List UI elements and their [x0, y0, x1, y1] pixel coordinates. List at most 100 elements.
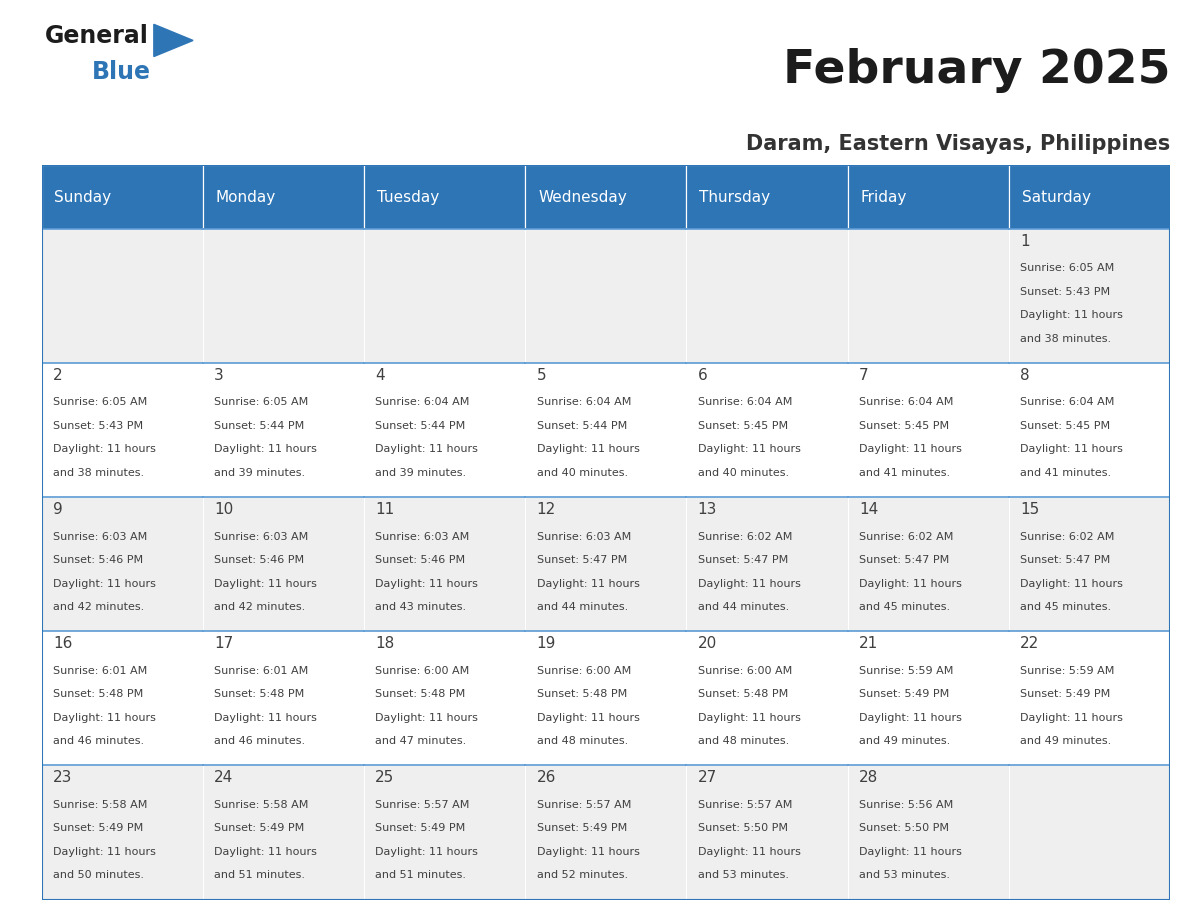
Text: and 51 minutes.: and 51 minutes.	[214, 870, 305, 880]
Bar	[687, 229, 848, 363]
Bar	[364, 632, 525, 766]
Text: 20: 20	[697, 636, 718, 651]
Text: Daylight: 11 hours: Daylight: 11 hours	[375, 846, 479, 856]
Text: 11: 11	[375, 502, 394, 517]
Bar	[525, 165, 687, 229]
Text: and 46 minutes.: and 46 minutes.	[53, 736, 144, 746]
Text: 15: 15	[1020, 502, 1040, 517]
Text: Sunset: 5:48 PM: Sunset: 5:48 PM	[375, 689, 466, 700]
Text: Daylight: 11 hours: Daylight: 11 hours	[375, 578, 479, 588]
Text: Sunrise: 5:57 AM: Sunrise: 5:57 AM	[697, 800, 792, 810]
Text: Sunset: 5:45 PM: Sunset: 5:45 PM	[697, 421, 788, 431]
Bar	[525, 498, 687, 632]
Text: Sunset: 5:46 PM: Sunset: 5:46 PM	[214, 555, 304, 565]
Text: 18: 18	[375, 636, 394, 651]
Text: Sunrise: 5:58 AM: Sunrise: 5:58 AM	[214, 800, 309, 810]
Text: Sunset: 5:44 PM: Sunset: 5:44 PM	[214, 421, 304, 431]
Text: 26: 26	[537, 770, 556, 786]
Bar	[848, 766, 1009, 900]
Text: Sunset: 5:46 PM: Sunset: 5:46 PM	[375, 555, 466, 565]
Text: and 51 minutes.: and 51 minutes.	[375, 870, 467, 880]
Text: Daylight: 11 hours: Daylight: 11 hours	[537, 444, 639, 454]
Text: Sunrise: 5:59 AM: Sunrise: 5:59 AM	[1020, 666, 1114, 676]
Text: Sunset: 5:43 PM: Sunset: 5:43 PM	[53, 421, 143, 431]
Bar	[848, 632, 1009, 766]
Bar	[1009, 632, 1170, 766]
Text: 8: 8	[1020, 368, 1030, 383]
Text: Daylight: 11 hours: Daylight: 11 hours	[375, 444, 479, 454]
Text: 5: 5	[537, 368, 546, 383]
Text: Sunrise: 6:03 AM: Sunrise: 6:03 AM	[53, 532, 147, 542]
Bar	[42, 632, 203, 766]
Text: 25: 25	[375, 770, 394, 786]
Text: and 38 minutes.: and 38 minutes.	[1020, 334, 1111, 343]
Text: and 48 minutes.: and 48 minutes.	[697, 736, 789, 746]
Text: and 52 minutes.: and 52 minutes.	[537, 870, 627, 880]
Text: Sunrise: 6:03 AM: Sunrise: 6:03 AM	[537, 532, 631, 542]
Text: and 39 minutes.: and 39 minutes.	[375, 468, 467, 478]
Text: 28: 28	[859, 770, 878, 786]
Text: 24: 24	[214, 770, 233, 786]
Bar	[687, 766, 848, 900]
Text: 17: 17	[214, 636, 233, 651]
Text: 10: 10	[214, 502, 233, 517]
Text: Daylight: 11 hours: Daylight: 11 hours	[859, 444, 962, 454]
Text: and 38 minutes.: and 38 minutes.	[53, 468, 144, 478]
Text: Daylight: 11 hours: Daylight: 11 hours	[697, 846, 801, 856]
Text: Sunset: 5:48 PM: Sunset: 5:48 PM	[214, 689, 304, 700]
Bar	[525, 766, 687, 900]
Bar	[1009, 229, 1170, 363]
Text: Sunset: 5:45 PM: Sunset: 5:45 PM	[1020, 421, 1111, 431]
Text: Sunrise: 5:58 AM: Sunrise: 5:58 AM	[53, 800, 147, 810]
Text: Daylight: 11 hours: Daylight: 11 hours	[1020, 578, 1123, 588]
Bar	[848, 229, 1009, 363]
Bar	[203, 363, 364, 498]
Text: Daylight: 11 hours: Daylight: 11 hours	[214, 444, 317, 454]
Polygon shape	[154, 24, 192, 57]
Text: Saturday: Saturday	[1022, 189, 1091, 205]
Bar	[525, 229, 687, 363]
Text: Daylight: 11 hours: Daylight: 11 hours	[53, 444, 156, 454]
Text: Sunset: 5:49 PM: Sunset: 5:49 PM	[53, 823, 143, 834]
Text: and 42 minutes.: and 42 minutes.	[214, 602, 305, 612]
Text: Sunrise: 6:04 AM: Sunrise: 6:04 AM	[859, 397, 954, 408]
Bar	[203, 766, 364, 900]
Bar	[364, 165, 525, 229]
Text: 27: 27	[697, 770, 718, 786]
Text: 6: 6	[697, 368, 708, 383]
Text: Sunset: 5:49 PM: Sunset: 5:49 PM	[859, 689, 949, 700]
Bar	[525, 632, 687, 766]
Text: Sunrise: 5:57 AM: Sunrise: 5:57 AM	[537, 800, 631, 810]
Text: Sunrise: 6:02 AM: Sunrise: 6:02 AM	[697, 532, 792, 542]
Bar	[203, 165, 364, 229]
Text: 1: 1	[1020, 234, 1030, 249]
Text: 23: 23	[53, 770, 72, 786]
Text: 19: 19	[537, 636, 556, 651]
Text: Monday: Monday	[216, 189, 276, 205]
Text: and 50 minutes.: and 50 minutes.	[53, 870, 144, 880]
Text: Daram, Eastern Visayas, Philippines: Daram, Eastern Visayas, Philippines	[746, 134, 1170, 154]
Bar	[203, 632, 364, 766]
Text: and 45 minutes.: and 45 minutes.	[1020, 602, 1111, 612]
Text: and 47 minutes.: and 47 minutes.	[375, 736, 467, 746]
Text: Sunrise: 6:03 AM: Sunrise: 6:03 AM	[375, 532, 469, 542]
Text: Daylight: 11 hours: Daylight: 11 hours	[1020, 712, 1123, 722]
Text: Sunrise: 6:05 AM: Sunrise: 6:05 AM	[214, 397, 309, 408]
Text: and 46 minutes.: and 46 minutes.	[214, 736, 305, 746]
Text: and 40 minutes.: and 40 minutes.	[537, 468, 627, 478]
Text: Sunset: 5:43 PM: Sunset: 5:43 PM	[1020, 286, 1111, 297]
Bar	[364, 766, 525, 900]
Bar	[1009, 498, 1170, 632]
Text: 12: 12	[537, 502, 556, 517]
Bar	[42, 766, 203, 900]
Text: Wednesday: Wednesday	[538, 189, 627, 205]
Text: and 45 minutes.: and 45 minutes.	[859, 602, 950, 612]
Text: Sunset: 5:46 PM: Sunset: 5:46 PM	[53, 555, 143, 565]
Text: 16: 16	[53, 636, 72, 651]
Text: Sunrise: 6:04 AM: Sunrise: 6:04 AM	[1020, 397, 1114, 408]
Text: and 42 minutes.: and 42 minutes.	[53, 602, 144, 612]
Bar	[687, 363, 848, 498]
Text: and 43 minutes.: and 43 minutes.	[375, 602, 467, 612]
Bar	[848, 165, 1009, 229]
Text: 9: 9	[53, 502, 63, 517]
